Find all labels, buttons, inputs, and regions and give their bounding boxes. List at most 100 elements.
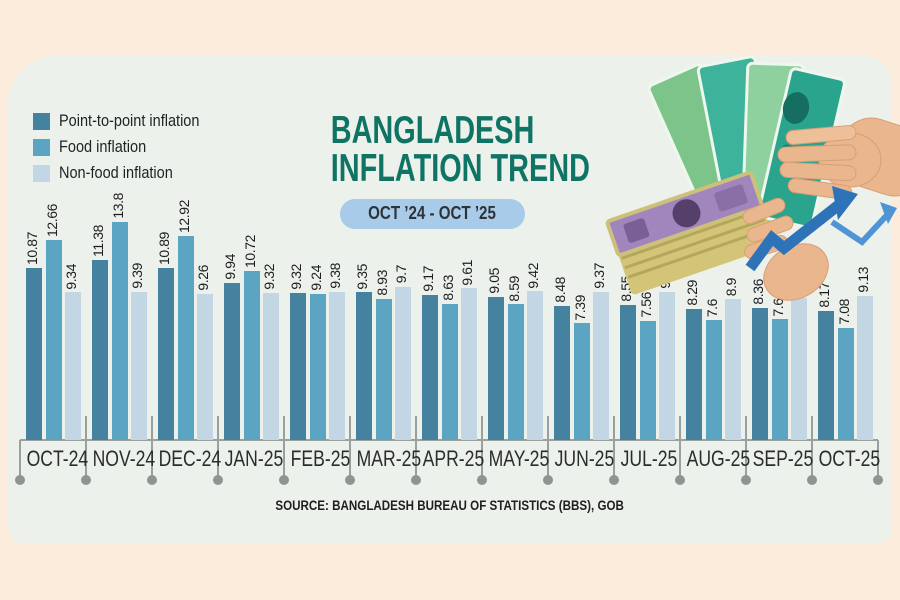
axis-tick-dot [609,475,619,485]
bar [131,291,147,440]
bar [395,286,411,440]
bar-value-label: 9.35 [354,263,370,290]
bar-value-label: 9.24 [307,265,324,292]
bar-value-label: 11.38 [90,225,106,258]
bar [65,292,81,440]
bar-value-label: 9.05 [486,268,502,295]
bar [752,307,768,440]
bar [177,235,194,440]
bar-value-label: 8.48 [552,277,568,304]
bar-value-label: 9.61 [459,259,475,286]
axis-tick-dot [807,475,817,485]
legend-item: Food inflation [33,134,219,160]
bar-value-label: 10.89 [156,231,172,265]
bar [290,292,306,440]
axis-tick-line [481,416,483,478]
axis-tick-line [547,416,549,478]
bar [686,309,702,440]
bar-group: 10.89 12.92 9.26 [152,0,218,440]
axis-tick-dot [213,475,223,485]
legend-label: Point-to-point inflation [59,111,200,130]
bar [837,328,854,440]
bar-value-label: 7.08 [835,299,852,326]
source-line: SOURCE: BANGLADESH BUREAU OF STATISTICS … [0,497,900,515]
bar [771,319,788,440]
axis-tick-line [811,416,813,478]
bar [488,297,504,440]
bar-value-label: 12.92 [175,199,192,233]
bar [158,267,174,440]
axis-tick-dot [279,475,289,485]
bar-value-label: 9.32 [261,264,277,290]
bar [527,291,543,440]
bar-value-label: 8.63 [439,275,456,301]
bar [593,292,609,440]
bar [791,298,807,440]
bar-value-label: 9.32 [288,264,304,290]
bar-value-label: 9.26 [195,265,211,291]
legend-item: Non-food inflation [33,160,219,186]
bar [92,260,108,440]
axis-tick-dot [477,475,487,485]
bar [422,295,438,440]
bar-group: 10.87 12.66 9.34 [20,0,86,440]
axis-tick-dot [741,475,751,485]
bar-value-label: 8.59 [505,275,522,302]
bar [243,270,260,440]
axis-tick-dot [345,475,355,485]
bar [309,294,326,440]
axis-tick-line [151,416,153,478]
legend-label: Food inflation [59,137,147,156]
bar-value-label: 9.34 [63,263,79,290]
axis-tick-line [415,416,417,478]
axis-tick-line [217,416,219,478]
axis-tick-line [613,416,615,478]
money-hands-illustration [605,56,900,301]
legend-item: Point-to-point inflation [33,108,219,134]
bar [639,320,656,440]
bar-group: 8.17 7.08 9.13 [812,0,878,440]
bar-group: 11.38 13.8 9.39 [86,0,152,440]
period-badge-label: OCT ’24 - OCT ’25 [368,203,497,223]
month-label: JUL-25 [620,446,678,471]
bar-value-label: 8.93 [373,270,390,296]
bar-value-label: 9.42 [525,262,541,289]
bar [573,323,590,440]
trend-arrow-dark-icon [745,186,858,272]
axis-tick-line [349,416,351,478]
month-label: DEC-24 [158,446,222,471]
month-label: OCT-24 [26,446,89,471]
bar-value-label: 9.17 [420,266,436,293]
purple-banknote-stack-icon [605,170,775,295]
axis-tick-dot [411,475,421,485]
bar-value-label: 9.39 [129,262,145,289]
bar-group: 9.32 9.24 9.38 [284,0,350,440]
bar [507,304,524,440]
bar-group: 8.557.569.38 [614,0,680,440]
month-label: NOV-24 [92,446,156,471]
bar-value-label: 7.39 [571,294,588,321]
bar [224,282,240,440]
bar-value-label: 10.87 [24,232,40,266]
bar [356,292,372,440]
bar-group: 8.29 7.6 8.9 [680,0,746,440]
bar-group: 8.48 7.39 9.37 [548,0,614,440]
bar [620,304,636,440]
legend-label: Non-food inflation [59,163,173,182]
bar [659,291,675,440]
bar-value-label: 12.66 [43,203,60,237]
axis-tick-dot [543,475,553,485]
axis-tick-dot [147,475,157,485]
chart-legend: Point-to-point inflation Food inflation No… [33,108,219,186]
month-label: FEB-25 [290,446,351,471]
axis-tick-dot [873,475,883,485]
page-title-line1: BANGLADESH [330,109,535,152]
month-label: APR-25 [422,446,485,471]
trend-arrow-light-icon [830,202,897,246]
bar [375,298,392,440]
bar-value-label: 9.7 [393,265,409,284]
axis-tick-line [283,416,285,478]
bar [45,240,62,440]
